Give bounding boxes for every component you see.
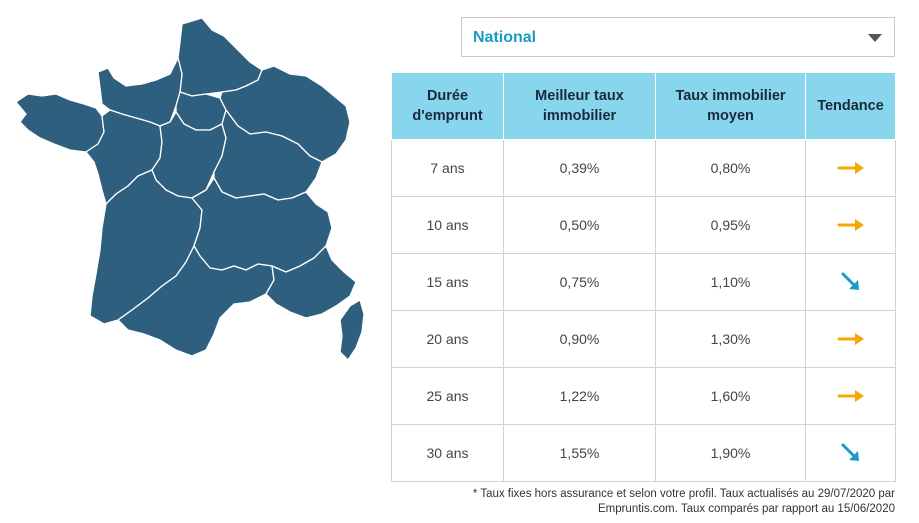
region-select-value: National <box>473 29 537 46</box>
arrow-down-right-icon <box>841 443 859 461</box>
header-duree: Durée d'emprunt <box>391 72 504 140</box>
header-taux-moyen: Taux immobilier moyen <box>655 72 806 140</box>
cell-tendance <box>805 253 896 311</box>
table-row: 30 ans 1,55% 1,90% <box>391 424 896 482</box>
arrow-right-icon <box>837 333 864 345</box>
cell-moyen: 1,10% <box>655 253 806 311</box>
cell-duree: 7 ans <box>391 139 504 197</box>
header-tendance: Tendance <box>805 72 896 140</box>
cell-duree: 15 ans <box>391 253 504 311</box>
france-map-svg[interactable] <box>10 14 370 370</box>
cell-tendance <box>805 310 896 368</box>
footnote: * Taux fixes hors assurance et selon vot… <box>375 487 895 517</box>
cell-tendance <box>805 196 896 254</box>
cell-meilleur: 1,22% <box>503 367 656 425</box>
chevron-down-icon[interactable] <box>868 34 882 42</box>
cell-moyen: 1,30% <box>655 310 806 368</box>
region-select[interactable]: National <box>461 17 895 57</box>
arrow-right-icon <box>837 162 864 174</box>
cell-moyen: 0,95% <box>655 196 806 254</box>
table-row: 25 ans 1,22% 1,60% <box>391 367 896 425</box>
cell-moyen: 1,90% <box>655 424 806 482</box>
header-meilleur-taux: Meilleur taux immobilier <box>503 72 656 140</box>
region-paca[interactable] <box>265 245 357 319</box>
france-regions-map[interactable] <box>10 14 370 370</box>
cell-tendance <box>805 424 896 482</box>
cell-duree: 30 ans <box>391 424 504 482</box>
table-row: 7 ans 0,39% 0,80% <box>391 139 896 197</box>
cell-meilleur: 0,50% <box>503 196 656 254</box>
cell-duree: 25 ans <box>391 367 504 425</box>
table-row: 15 ans 0,75% 1,10% <box>391 253 896 311</box>
cell-moyen: 1,60% <box>655 367 806 425</box>
cell-tendance <box>805 367 896 425</box>
rates-table: Durée d'emprunt Meilleur taux immobilier… <box>391 72 896 482</box>
cell-duree: 10 ans <box>391 196 504 254</box>
arrow-right-icon <box>837 219 864 231</box>
table-row: 20 ans 0,90% 1,30% <box>391 310 896 368</box>
arrow-right-icon <box>837 390 864 402</box>
table-header-row: Durée d'emprunt Meilleur taux immobilier… <box>391 72 896 140</box>
arrow-down-right-icon <box>841 272 859 290</box>
table-row: 10 ans 0,50% 0,95% <box>391 196 896 254</box>
cell-moyen: 0,80% <box>655 139 806 197</box>
cell-meilleur: 1,55% <box>503 424 656 482</box>
cell-meilleur: 0,39% <box>503 139 656 197</box>
cell-meilleur: 0,90% <box>503 310 656 368</box>
cell-tendance <box>805 139 896 197</box>
cell-duree: 20 ans <box>391 310 504 368</box>
footnote-line-1: * Taux fixes hors assurance et selon vot… <box>472 488 895 500</box>
region-corse[interactable] <box>339 299 365 361</box>
footnote-line-2: Empruntis.com. Taux comparés par rapport… <box>597 503 895 515</box>
cell-meilleur: 0,75% <box>503 253 656 311</box>
region-bretagne[interactable] <box>15 93 105 153</box>
